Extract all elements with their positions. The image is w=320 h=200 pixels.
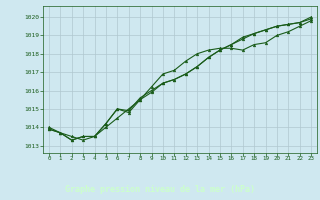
Text: Graphe pression niveau de la mer (hPa): Graphe pression niveau de la mer (hPa)	[65, 185, 255, 194]
